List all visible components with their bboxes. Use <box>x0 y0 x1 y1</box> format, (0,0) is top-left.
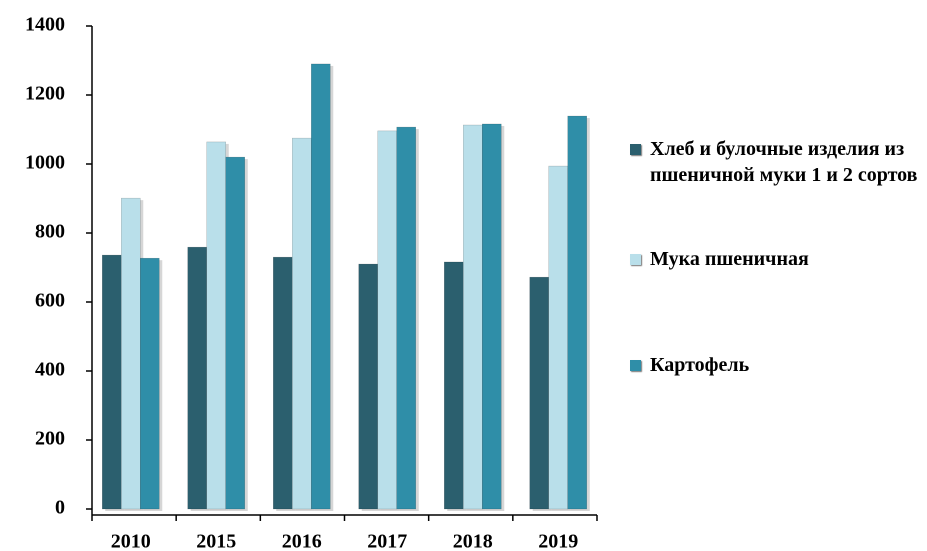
bar <box>102 254 122 510</box>
x-tick-label: 2019 <box>538 531 578 551</box>
x-tick-label: 2017 <box>367 531 407 551</box>
legend-item: Картофель <box>628 352 925 378</box>
x-tick-label: 2015 <box>196 531 236 551</box>
legend-item: Мука пшеничная <box>628 246 925 272</box>
legend-label: Мука пшеничная <box>650 248 809 270</box>
y-tick-label: 1000 <box>25 152 65 174</box>
bar <box>567 115 587 510</box>
bar <box>273 256 293 510</box>
bar <box>463 124 483 510</box>
x-tick-label: 2016 <box>282 531 322 551</box>
x-tick-label: 2018 <box>453 531 493 551</box>
bar <box>548 165 568 510</box>
bar <box>187 246 207 510</box>
legend-label: Хлеб и булочные изделия из пшеничной мук… <box>650 138 918 186</box>
bar <box>311 63 331 510</box>
bar <box>358 263 378 510</box>
bar <box>377 130 397 510</box>
y-tick-label: 1200 <box>25 83 65 105</box>
y-tick-label: 800 <box>35 221 65 243</box>
y-tick-label: 600 <box>35 290 65 312</box>
bar <box>140 257 160 510</box>
bar <box>206 141 226 510</box>
legend-swatch <box>630 254 641 265</box>
bar <box>225 156 245 510</box>
y-tick-label: 1400 <box>25 14 65 36</box>
y-tick-label: 200 <box>35 428 65 450</box>
legend-swatch <box>630 144 641 155</box>
legend-swatch <box>630 360 641 371</box>
bar <box>121 197 141 510</box>
x-tick-label: 2010 <box>111 531 151 551</box>
bar <box>444 261 464 510</box>
bar <box>396 126 416 510</box>
y-tick-label: 0 <box>55 497 65 519</box>
legend-item: Хлеб и булочные изделия из пшеничной мук… <box>628 136 925 188</box>
bar <box>529 276 549 510</box>
bar <box>482 123 502 510</box>
bar <box>292 137 312 510</box>
legend-label: Картофель <box>650 354 750 376</box>
y-tick-label: 400 <box>35 359 65 381</box>
